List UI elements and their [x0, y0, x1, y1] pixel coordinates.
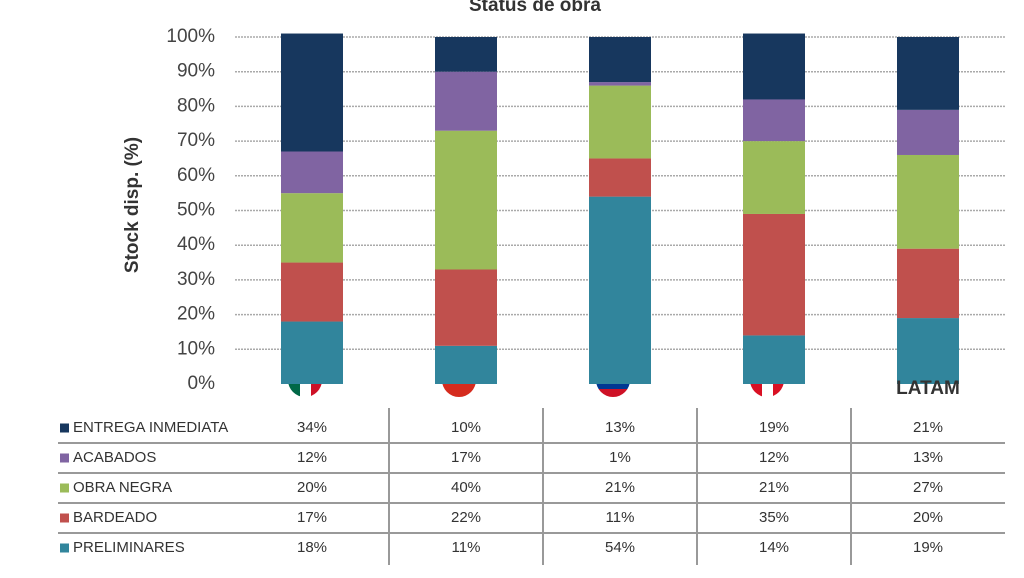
- y-tick-label: 80%: [177, 95, 215, 116]
- table-cell: 12%: [297, 449, 327, 466]
- legend-label: OBRA NEGRA: [73, 479, 172, 496]
- table-cell: 35%: [759, 509, 789, 526]
- y-tick-label: 70%: [177, 130, 215, 151]
- bar-segment: [435, 345, 497, 384]
- table-cell: 11%: [452, 539, 481, 556]
- legend-swatch: [60, 513, 69, 523]
- bar-segment: [281, 321, 343, 384]
- bar-segment: [281, 33, 343, 152]
- table-cell: 17%: [451, 449, 481, 466]
- table-cell: 10%: [451, 419, 481, 436]
- x-tick-label: LATAM: [896, 378, 960, 399]
- chart-title: Status de obra: [469, 0, 601, 16]
- legend-swatch: [60, 543, 69, 553]
- bar-segment: [435, 37, 497, 72]
- y-tick-label: 60%: [177, 165, 215, 186]
- bar-segment: [897, 248, 959, 319]
- y-tick-label: 90%: [177, 61, 215, 82]
- bar-segment: [281, 151, 343, 194]
- table-cell: 11%: [606, 509, 635, 526]
- legend-label: PRELIMINARES: [73, 539, 185, 556]
- table-cell: 19%: [759, 419, 789, 436]
- table-cell: 20%: [913, 509, 943, 526]
- table-cell: 1%: [609, 449, 631, 466]
- y-tick-label: 30%: [177, 269, 215, 290]
- table-cell: 21%: [605, 479, 635, 496]
- bar-segment: [589, 37, 651, 83]
- y-tick-label: 20%: [177, 304, 215, 325]
- bar-segment: [897, 37, 959, 110]
- table-cell: 21%: [759, 479, 789, 496]
- table-cell: 17%: [297, 509, 327, 526]
- bar-segment: [589, 82, 651, 86]
- table-cell: 13%: [605, 419, 635, 436]
- bar-segment: [743, 99, 805, 142]
- bar-segment: [281, 193, 343, 263]
- bar-segment: [281, 262, 343, 322]
- y-tick-label: 0%: [188, 373, 216, 394]
- bar-segment: [743, 213, 805, 336]
- legend-swatch: [60, 423, 69, 433]
- bar-segment: [743, 335, 805, 384]
- y-tick-label: 100%: [166, 26, 215, 47]
- bar-segment: [897, 109, 959, 155]
- bar-segment: [589, 85, 651, 159]
- legend-label: ENTREGA INMEDIATA: [73, 419, 228, 436]
- table-cell: 14%: [759, 539, 789, 556]
- y-tick-label: 10%: [177, 338, 215, 359]
- table-cell: 27%: [913, 479, 943, 496]
- bar-segment: [897, 318, 959, 384]
- table-cell: 34%: [297, 419, 327, 436]
- bar-segment: [435, 71, 497, 131]
- bar-segment: [743, 141, 805, 214]
- bar-segment: [435, 130, 497, 270]
- bar-segment: [589, 196, 651, 384]
- table-cell: 19%: [913, 539, 943, 556]
- table-cell: 13%: [913, 449, 943, 466]
- table-cell: 40%: [451, 479, 481, 496]
- table-cell: 21%: [913, 419, 943, 436]
- legend-swatch: [60, 453, 69, 463]
- table-cell: 18%: [297, 539, 327, 556]
- y-tick-label: 40%: [177, 234, 215, 255]
- table-cell: 12%: [759, 449, 789, 466]
- bar-segment: [743, 33, 805, 100]
- bar-segment: [589, 158, 651, 197]
- bar-segment: [897, 154, 959, 249]
- legend-label: BARDEADO: [73, 509, 157, 526]
- legend-swatch: [60, 483, 69, 493]
- bar-segment: [435, 269, 497, 346]
- legend-label: ACABADOS: [73, 449, 156, 466]
- table-cell: 22%: [451, 509, 481, 526]
- table-cell: 54%: [605, 539, 635, 556]
- y-tick-label: 50%: [177, 200, 215, 221]
- table-cell: 20%: [297, 479, 327, 496]
- y-axis-label: Stock disp. (%): [122, 137, 143, 273]
